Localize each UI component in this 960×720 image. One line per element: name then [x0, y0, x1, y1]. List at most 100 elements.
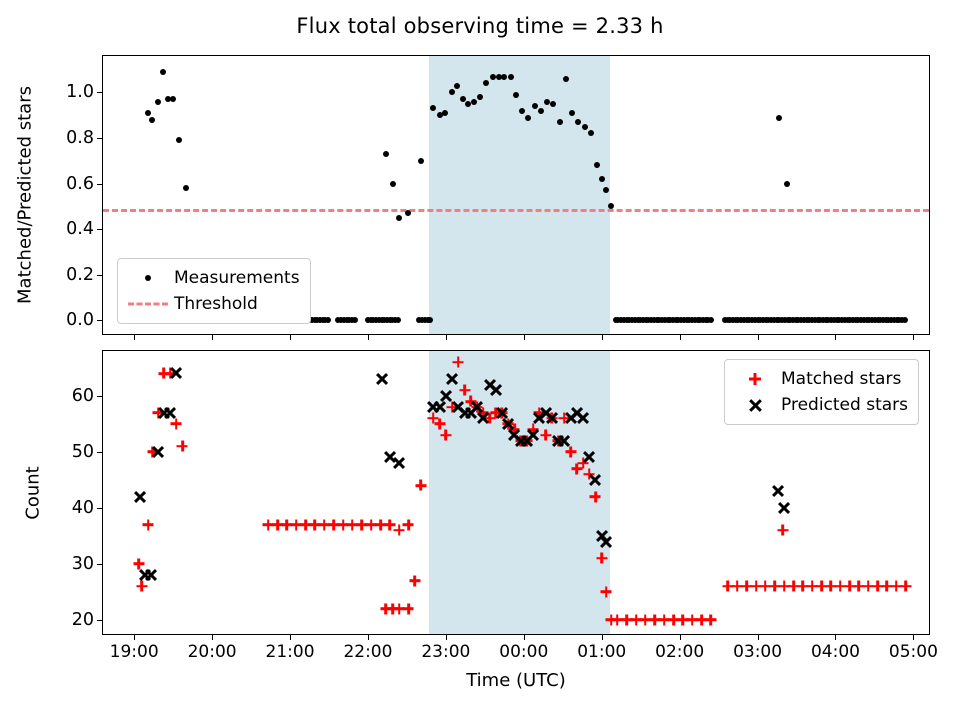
y-axis-tick: [97, 320, 103, 322]
x-axis-tick-label: 00:00: [499, 642, 549, 662]
data-point-dot: [351, 317, 358, 324]
data-point-plus: [434, 418, 445, 429]
x-axis-tick: [757, 334, 759, 340]
data-point-plus: [403, 519, 414, 530]
data-point-dot: [465, 100, 472, 107]
figure-title: Flux total observing time = 2.33 h: [296, 14, 664, 38]
y-axis-tick: [97, 274, 103, 276]
x-axis-tick: [835, 334, 837, 340]
y-axis-tick-label: 0.8: [66, 128, 94, 149]
data-point-plus: [601, 586, 612, 597]
x-axis-tick: [835, 634, 837, 640]
data-point-dot: [531, 103, 538, 110]
data-point-dot: [489, 73, 496, 80]
data-point-plus: [403, 603, 414, 614]
data-point-plus: [777, 525, 788, 536]
top-panel-legend[interactable]: Measurements Threshold: [117, 258, 311, 324]
y-axis-tick-label: 30: [71, 553, 94, 574]
top-panel-y-axis-label: Matched/Predicted stars: [14, 86, 36, 304]
data-point-cross: [583, 451, 595, 463]
x-axis-tick-label: 03:00: [733, 642, 783, 662]
data-point-plus: [136, 581, 147, 592]
data-point-dot: [483, 80, 490, 87]
data-point-plus: [143, 519, 154, 530]
data-point-dot: [453, 82, 460, 89]
data-point-dot: [587, 130, 594, 137]
data-point-dot: [708, 317, 715, 324]
y-axis-tick-label: 50: [71, 441, 94, 462]
data-point-cross: [490, 384, 502, 396]
x-axis-tick: [913, 334, 915, 340]
dashed-line-icon: [126, 294, 170, 314]
data-point-cross: [134, 491, 146, 503]
cross-marker-icon: [733, 395, 777, 415]
data-point-plus: [440, 430, 451, 441]
data-point-cross: [471, 401, 483, 413]
data-point-dot: [525, 114, 532, 121]
y-axis-tick: [97, 619, 103, 621]
data-point-dot: [437, 112, 444, 119]
legend-item-threshold[interactable]: Threshold: [126, 291, 300, 317]
x-axis-tick: [757, 634, 759, 640]
data-point-dot: [784, 180, 791, 187]
x-axis-tick-label: 02:00: [655, 642, 705, 662]
data-point-dot: [519, 107, 526, 114]
x-axis-tick: [134, 334, 136, 340]
x-axis-tick: [601, 634, 603, 640]
data-point-dot: [170, 96, 177, 103]
x-axis-tick: [913, 634, 915, 640]
x-axis-tick: [679, 334, 681, 340]
data-point-dot: [382, 150, 389, 157]
data-point-dot: [603, 187, 610, 194]
data-point-cross: [477, 412, 489, 424]
data-point-dot: [165, 96, 172, 103]
x-axis-tick-label: 19:00: [109, 642, 159, 662]
y-axis-tick: [97, 183, 103, 185]
bottom-panel-plot-area: [103, 351, 929, 634]
data-point-dot: [556, 119, 563, 126]
x-axis-tick: [679, 634, 681, 640]
legend-item-measurements[interactable]: Measurements: [126, 265, 300, 291]
data-point-cross: [440, 390, 452, 402]
bottom-panel-legend[interactable]: Matched stars Predicted stars: [724, 359, 919, 425]
legend-label-predicted-stars: Predicted stars: [781, 395, 908, 415]
y-axis-tick-label: 0.2: [66, 264, 94, 285]
x-axis-tick: [601, 334, 603, 340]
data-point-cross: [558, 435, 570, 447]
data-point-cross: [527, 429, 539, 441]
data-point-cross: [446, 373, 458, 385]
x-axis-tick: [212, 634, 214, 640]
x-axis-tick: [445, 634, 447, 640]
y-axis-tick: [97, 92, 103, 94]
data-point-dot: [544, 98, 551, 105]
data-point-plus: [590, 491, 601, 502]
y-axis-tick: [97, 395, 103, 397]
x-axis-label: Time (UTC): [466, 670, 566, 691]
data-point-dot: [182, 185, 189, 192]
data-point-dot: [176, 137, 183, 144]
top-panel-axes: Matched/Predicted stars Measurements Thr…: [15, 55, 930, 340]
data-point-cross: [546, 412, 558, 424]
data-point-dot: [460, 96, 466, 103]
legend-item-predicted-stars[interactable]: Predicted stars: [733, 392, 908, 418]
legend-item-matched-stars[interactable]: Matched stars: [733, 366, 908, 392]
legend-label-measurements: Measurements: [174, 268, 300, 288]
x-axis-tick: [367, 634, 369, 640]
x-axis-tick: [290, 634, 292, 640]
data-point-plus: [177, 441, 188, 452]
y-axis-tick-label: 40: [71, 497, 94, 518]
data-point-plus: [171, 418, 182, 429]
data-point-plus: [459, 385, 470, 396]
data-point-dot: [575, 119, 582, 126]
y-axis-tick-label: 0.6: [66, 173, 94, 194]
x-axis-tick: [290, 334, 292, 340]
bottom-panel-y-axis-label: Count: [22, 465, 44, 520]
data-point-dot: [389, 180, 396, 187]
shaded-time-span: [428, 351, 610, 634]
data-point-cross: [393, 457, 405, 469]
bottom-panel-axes: Count Time (UTC) Matched stars Predicted…: [23, 350, 938, 691]
data-point-dot: [154, 98, 161, 105]
data-point-dot: [569, 109, 576, 116]
data-point-plus: [596, 553, 607, 564]
data-point-dot: [495, 73, 502, 80]
